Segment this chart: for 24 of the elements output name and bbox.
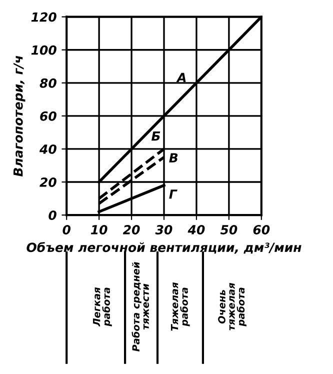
series-label: В — [169, 153, 178, 162]
text: Очень тяжелая работа — [218, 282, 246, 330]
text: Работа средней тяжести — [132, 262, 149, 352]
y-tick-label: 0 — [48, 210, 56, 220]
y-tick-label: 120 — [31, 12, 56, 22]
series-label: Б — [151, 131, 160, 141]
x-tick-label: 10 — [90, 224, 108, 234]
y-axis-title: Влагопотери, г/ч — [14, 56, 26, 177]
x-tick-label: 20 — [122, 224, 140, 234]
x-tick-label: 30 — [155, 224, 172, 234]
series-label: А — [176, 72, 186, 82]
y-tick-label: 100 — [31, 45, 56, 55]
x-axis-title: Объем легочной вентиляции, дм³/мин — [26, 242, 302, 254]
x-tick-label: 60 — [253, 224, 270, 234]
text: Тяжелая работа — [170, 282, 190, 331]
y-tick-label: 20 — [40, 177, 56, 187]
x-tick-label: 50 — [220, 224, 238, 234]
series-label: Г — [169, 190, 178, 199]
text: Легкая работа — [93, 287, 112, 326]
y-tick-label: 80 — [40, 78, 56, 88]
y-tick-label: 40 — [39, 144, 56, 154]
x-tick-label: 0 — [62, 224, 71, 234]
x-tick-label: 40 — [188, 224, 205, 234]
y-tick-label: 60 — [40, 111, 56, 121]
